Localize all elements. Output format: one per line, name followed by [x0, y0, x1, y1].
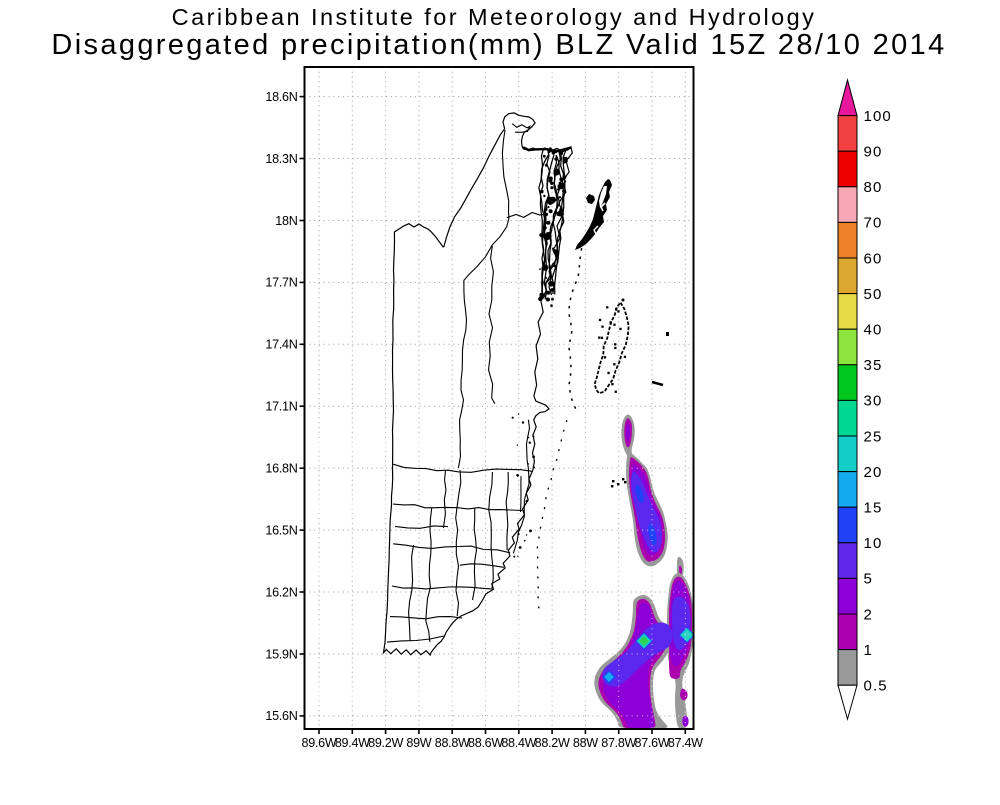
svg-text:30: 30: [864, 393, 883, 410]
svg-text:88.2W: 88.2W: [535, 736, 570, 750]
svg-text:16.2N: 16.2N: [265, 585, 297, 599]
svg-text:15.9N: 15.9N: [265, 647, 297, 661]
svg-text:87.8W: 87.8W: [601, 736, 636, 750]
svg-text:40: 40: [864, 322, 883, 339]
svg-text:89.6W: 89.6W: [302, 736, 337, 750]
svg-text:5: 5: [864, 571, 873, 588]
svg-text:17.7N: 17.7N: [265, 276, 297, 290]
svg-text:90: 90: [864, 144, 883, 161]
svg-text:25: 25: [864, 428, 883, 445]
svg-text:15.6N: 15.6N: [265, 709, 297, 723]
svg-text:18N: 18N: [275, 214, 297, 228]
svg-text:88W: 88W: [573, 736, 598, 750]
svg-text:50: 50: [864, 286, 883, 303]
svg-text:18.6N: 18.6N: [265, 90, 297, 104]
svg-text:88.8W: 88.8W: [435, 736, 470, 750]
svg-text:0.5: 0.5: [864, 678, 888, 695]
svg-text:80: 80: [864, 179, 883, 196]
svg-text:2: 2: [864, 606, 873, 623]
svg-text:70: 70: [864, 215, 883, 232]
svg-text:18.3N: 18.3N: [265, 152, 297, 166]
svg-text:89.2W: 89.2W: [368, 736, 403, 750]
svg-text:88.4W: 88.4W: [501, 736, 536, 750]
svg-text:10: 10: [864, 535, 883, 552]
svg-text:Caribbean Institute for Meteor: Caribbean Institute for Meteorology and …: [172, 4, 817, 30]
svg-text:87.4W: 87.4W: [668, 736, 703, 750]
svg-text:1: 1: [864, 642, 873, 659]
svg-text:20: 20: [864, 464, 883, 481]
svg-text:17.1N: 17.1N: [265, 400, 297, 414]
svg-text:88.6W: 88.6W: [468, 736, 503, 750]
svg-text:Disaggregated precipitation(mm: Disaggregated precipitation(mm) BLZ Vali…: [51, 29, 946, 61]
svg-text:89.4W: 89.4W: [335, 736, 370, 750]
svg-text:17.4N: 17.4N: [265, 338, 297, 352]
svg-text:100: 100: [864, 108, 892, 125]
svg-text:16.5N: 16.5N: [265, 523, 297, 537]
svg-text:16.8N: 16.8N: [265, 462, 297, 476]
svg-text:60: 60: [864, 250, 883, 267]
svg-text:89W: 89W: [406, 736, 431, 750]
svg-text:35: 35: [864, 357, 883, 374]
svg-text:15: 15: [864, 500, 883, 517]
svg-text:87.6W: 87.6W: [635, 736, 670, 750]
